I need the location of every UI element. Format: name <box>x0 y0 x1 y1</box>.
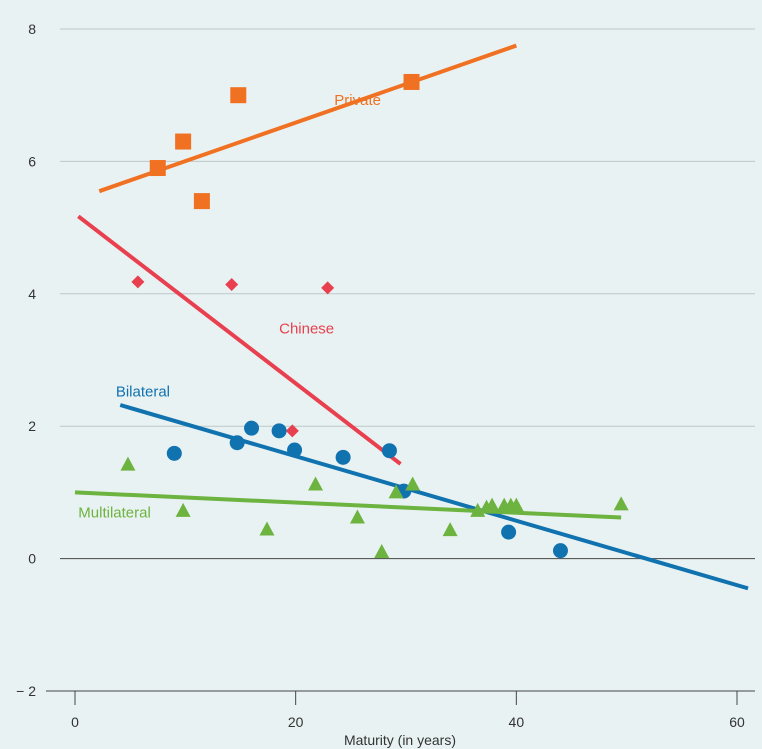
private-point <box>230 87 247 104</box>
multilateral-point <box>484 497 500 512</box>
bilateral-point <box>271 423 287 439</box>
multilateral-point <box>442 522 458 537</box>
y-tick-label: − 2 <box>16 683 36 699</box>
bilateral-point <box>166 445 182 461</box>
x-tick-label: 60 <box>729 714 745 730</box>
x-tick-label: 20 <box>288 714 304 730</box>
y-tick-label: 0 <box>28 551 36 567</box>
y-tick-label: 6 <box>28 153 36 169</box>
private-series-label: Private <box>334 92 381 109</box>
multilateral-point <box>405 476 421 491</box>
bilateral-point <box>381 443 397 459</box>
multilateral-point <box>349 509 365 524</box>
bilateral-point <box>552 543 568 559</box>
y-tick-label: 8 <box>28 21 36 37</box>
multilateral-point <box>259 521 275 536</box>
private-point <box>403 73 420 90</box>
series-labels: Private Chinese Bilateral Multilateral <box>78 92 381 521</box>
bilateral-point <box>244 420 260 436</box>
chinese-point <box>131 275 145 289</box>
multilateral-trend-line <box>74 490 622 520</box>
axes: − 2 0 2 4 6 8 0 20 40 60 <box>16 21 755 730</box>
gridlines <box>60 28 755 692</box>
bilateral-point <box>287 442 303 458</box>
data-points <box>120 73 629 559</box>
chinese-point <box>225 278 239 292</box>
x-tick-label: 40 <box>509 714 525 730</box>
trend-lines <box>74 43 749 591</box>
bilateral-series-label: Bilateral <box>116 383 170 400</box>
y-tick-label: 2 <box>28 418 36 434</box>
bilateral-point <box>501 524 517 540</box>
y-tick-label: 4 <box>28 286 36 302</box>
multilateral-point <box>374 543 390 558</box>
x-axis-title: Maturity (in years) <box>344 732 456 748</box>
private-point <box>193 193 210 210</box>
multilateral-point <box>308 476 324 491</box>
private-point <box>149 160 166 177</box>
multilateral-point <box>120 456 136 471</box>
multilateral-point <box>175 502 191 517</box>
bilateral-point <box>335 449 351 465</box>
bilateral-point <box>229 435 245 451</box>
chinese-point <box>321 281 335 295</box>
multilateral-point <box>508 497 524 512</box>
private-trend-line <box>98 43 517 194</box>
bilateral-trend-line <box>119 403 749 591</box>
multilateral-point <box>388 484 404 499</box>
multilateral-series-label: Multilateral <box>78 505 151 522</box>
chinese-trend-line <box>77 214 402 466</box>
x-tick-label: 0 <box>71 714 79 730</box>
private-point <box>175 133 192 150</box>
multilateral-point <box>613 496 629 511</box>
chinese-point <box>285 424 299 438</box>
chinese-series-label: Chinese <box>279 321 334 338</box>
